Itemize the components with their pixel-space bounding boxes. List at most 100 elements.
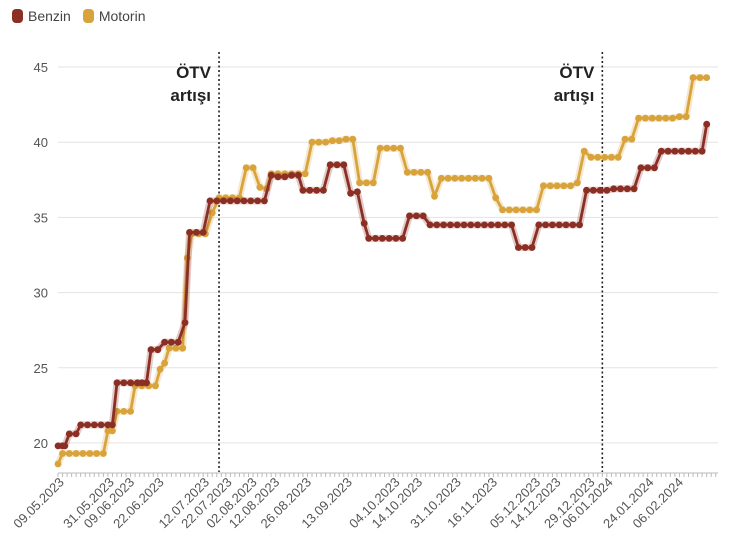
benzin-point-89 (630, 185, 638, 193)
motorin-point-93 (662, 114, 670, 122)
benzin-point-66 (474, 221, 481, 229)
benzin-point-54 (392, 235, 400, 242)
benzin-point-42 (313, 186, 320, 194)
benzin-point-84 (596, 186, 604, 194)
benzin-point-61 (440, 221, 447, 229)
motorin-point-65 (471, 174, 479, 182)
benzin-swatch (12, 9, 23, 23)
benzin-point-25 (199, 229, 207, 236)
motorin-point-96 (682, 113, 690, 121)
motorin-point-61 (444, 174, 452, 182)
motorin-point-6 (93, 450, 100, 457)
motorin-point-16 (152, 382, 159, 390)
motorin-point-70 (505, 206, 513, 214)
benzin-point-88 (623, 185, 631, 193)
series-layer (54, 74, 711, 468)
benzin-point-7 (90, 421, 98, 429)
y-tick-label-40: 40 (34, 135, 48, 150)
legend-item-benzin[interactable]: Benzin (12, 8, 71, 24)
motorin-point-86 (614, 153, 622, 161)
motorin-point-84 (601, 153, 608, 161)
motorin-point-85 (608, 153, 615, 161)
motorin-point-58 (424, 168, 432, 176)
y-tick-label-25: 25 (34, 361, 48, 376)
motorin-point-68 (492, 194, 500, 202)
motorin-point-1 (59, 450, 66, 457)
benzin-point-68 (487, 221, 495, 229)
motorin-point-53 (390, 144, 398, 152)
legend-item-motorin[interactable]: Motorin (82, 8, 146, 24)
benzin-point-45 (333, 161, 341, 169)
benzin-point-77 (549, 221, 556, 229)
benzin-point-87 (617, 185, 624, 193)
benzin-point-16 (143, 379, 150, 387)
motorin-swatch (82, 9, 94, 23)
benzin-point-47 (347, 189, 354, 197)
benzin-line (58, 123, 709, 448)
motorin-point-79 (567, 182, 574, 190)
benzin-point-81 (576, 221, 583, 229)
motorin-point-31 (242, 164, 250, 172)
benzin-point-58 (419, 212, 427, 220)
y-tick-label-20: 20 (34, 436, 48, 451)
benzin-point-11 (113, 379, 121, 387)
benzin-point-3 (65, 430, 73, 438)
benzin-point-83 (589, 186, 597, 194)
motorin-point-99 (703, 74, 711, 81)
motorin-point-44 (329, 137, 336, 145)
motorin-point-64 (465, 174, 472, 182)
event-label-2-line2: artışı (554, 86, 595, 105)
benzin-point-46 (340, 161, 348, 169)
y-axis-ticks: 20 25 30 35 40 45 (34, 60, 48, 451)
motorin-point-3 (72, 450, 80, 457)
motorin-point-55 (403, 168, 411, 176)
motorin-point-60 (437, 174, 445, 182)
benzin-point-97 (685, 147, 692, 155)
motorin-glow (54, 74, 707, 466)
benzin-point-55 (399, 235, 407, 242)
benzin-glow (58, 123, 711, 450)
benzin-point-17 (147, 346, 155, 354)
benzin-point-4 (72, 430, 80, 438)
benzin-point-99 (698, 147, 706, 155)
benzin-point-86 (610, 185, 618, 193)
benzin-point-63 (453, 221, 461, 229)
benzin-point-32 (247, 197, 255, 205)
motorin-point-77 (553, 182, 561, 190)
motorin-point-91 (648, 114, 656, 122)
benzin-point-23 (186, 229, 193, 236)
motorin-point-47 (349, 135, 357, 143)
benzin-point-35 (267, 171, 275, 179)
motorin-point-40 (301, 170, 309, 178)
motorin-point-52 (383, 144, 391, 152)
motorin-point-5 (86, 450, 94, 457)
benzin-point-76 (542, 221, 549, 229)
benzin-point-21 (174, 338, 182, 346)
benzin-point-98 (691, 147, 699, 155)
benzin-point-34 (261, 197, 268, 205)
motorin-point-78 (560, 182, 568, 190)
motorin-line (56, 76, 707, 465)
motorin-point-83 (594, 153, 602, 161)
benzin-point-33 (254, 197, 261, 205)
motorin-point-21 (179, 344, 187, 352)
benzin-point-13 (127, 379, 134, 387)
benzin-point-26 (206, 197, 214, 205)
benzin-point-38 (288, 171, 295, 179)
motorin-point-94 (669, 114, 676, 122)
motorin-point-57 (417, 168, 425, 176)
motorin-point-20 (172, 344, 180, 352)
benzin-point-64 (460, 221, 468, 229)
motorin-point-0 (54, 460, 62, 468)
benzin-point-91 (644, 164, 652, 172)
benzin-point-57 (413, 212, 420, 220)
grid (58, 66, 718, 444)
benzin-point-67 (481, 221, 488, 229)
benzin-point-70 (501, 221, 509, 229)
motorin-point-59 (431, 192, 438, 200)
benzin-point-73 (521, 244, 529, 251)
benzin-point-49 (360, 220, 368, 227)
benzin-point-60 (433, 221, 441, 229)
motorin-point-12 (127, 408, 134, 415)
benzin-point-41 (306, 186, 314, 194)
